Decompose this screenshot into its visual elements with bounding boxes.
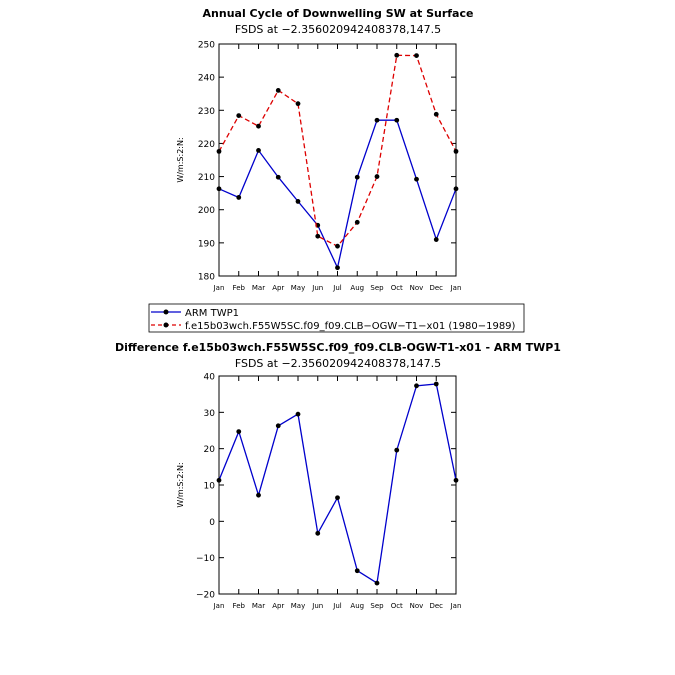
top-chart-series-0-point	[335, 265, 340, 271]
bottom-chart-xtick-label: Mar	[252, 602, 265, 610]
top-chart-series-1-point	[354, 219, 360, 225]
top-chart-xtick-label: May	[291, 284, 305, 292]
legend-label-arm: ARM TWP1	[185, 308, 239, 319]
top-chart-ytick-label: 240	[198, 74, 215, 84]
top-chart-series-0-point	[433, 237, 439, 242]
top-chart-ytick-label: 210	[198, 173, 215, 183]
top-chart-ytick-label: 190	[198, 239, 215, 249]
legend: ARM TWP1 f.e15b03wch.F55W5SC.f09_f09.CLB…	[148, 303, 525, 333]
top-chart-ytick-label: 250	[198, 41, 215, 51]
bottom-chart-series-0-line	[218, 383, 457, 585]
top-chart-xtick-label: Mar	[252, 284, 265, 292]
top-chart-series-1-point	[256, 123, 261, 129]
top-chart-series-0-point	[275, 174, 281, 180]
top-chart-xtick-label: Nov	[410, 284, 424, 292]
top-chart-series-1-line	[218, 54, 457, 248]
top-chart-xtick-label: Jul	[332, 284, 342, 292]
top-chart-series-1-point	[453, 148, 459, 154]
bottom-chart-xtick-label: Sep	[370, 602, 384, 610]
bottom-chart-series-0-point	[295, 411, 301, 417]
bottom-chart-subtitle: FSDS at −2.356020942408378,147.5	[235, 357, 441, 370]
bottom-chart-series-0-point	[335, 495, 340, 501]
top-chart-series-1-point	[315, 233, 321, 239]
top-chart-series-0-point	[236, 195, 242, 200]
top-chart-xtick-label: Aug	[350, 284, 364, 292]
top-chart-series-1-point	[433, 111, 439, 117]
top-chart-xtick-label: Oct	[391, 284, 403, 292]
top-chart-series-1-point	[275, 88, 281, 93]
bottom-chart-ytick-label: 40	[204, 373, 216, 383]
top-chart-series-0-point	[394, 117, 400, 123]
bottom-chart-series-0-point	[315, 530, 321, 536]
bottom-chart-ytick-label: 30	[204, 409, 216, 419]
bottom-chart-xtick-label: Oct	[391, 602, 403, 610]
top-chart-series-0-point	[374, 117, 380, 123]
bottom-chart-series-0-point	[275, 423, 281, 429]
top-chart-series-1-point	[236, 113, 242, 118]
bottom-chart-series-0-point	[414, 383, 419, 389]
top-chart-xtick-label: Jan	[213, 284, 225, 292]
bottom-chart-series-0-point	[354, 568, 360, 574]
top-chart-ytick-label: 180	[198, 273, 215, 283]
top-chart-series-1-point	[295, 101, 301, 107]
bottom-chart-ytick-label: 0	[209, 518, 215, 528]
top-chart-series-1-point	[335, 243, 340, 249]
bottom-chart-series-0-point	[433, 381, 439, 387]
top-chart-series-1-point	[414, 53, 419, 58]
bottom-chart-series-0-point	[256, 492, 261, 498]
bottom-chart-ytick-label: 20	[204, 445, 216, 455]
top-chart-series-1-point	[374, 174, 380, 179]
bottom-chart-series-0-point	[216, 477, 222, 483]
bottom-chart-xtick-label: Jul	[332, 602, 342, 610]
bottom-chart-xtick-label: Feb	[233, 602, 246, 610]
top-chart-series-0-point	[295, 199, 301, 204]
top-chart-title: Annual Cycle of Downwelling SW at Surfac…	[203, 7, 474, 20]
bottom-chart-xtick-label: Jun	[311, 602, 323, 610]
bottom-chart-xtick-label: Dec	[429, 602, 443, 610]
bottom-chart-series-0-point	[374, 580, 380, 586]
bottom-chart-plot-area: −20 −10 0 10 20 30 40 Jan Feb Mar Apr May Jun Jul Aug S…	[196, 373, 461, 611]
top-chart-ytick-label: 230	[198, 107, 215, 117]
bottom-chart-ytick-label: 10	[204, 482, 216, 492]
bottom-chart-frame	[218, 375, 457, 595]
top-chart-series-0-point	[414, 176, 419, 182]
top-chart-xtick-label: Feb	[233, 284, 246, 292]
bottom-chart-ytick-label: −10	[196, 554, 215, 564]
bottom-chart-ylabel: W/m:S:2:N:	[176, 462, 185, 507]
bottom-chart-xtick-label: Aug	[350, 602, 364, 610]
bottom-chart-series-0-point	[453, 477, 459, 483]
top-chart-xtick-label: Apr	[272, 284, 284, 292]
bottom-chart-title: Difference f.e15b03wch.F55W5SC.f09_f09.C…	[115, 341, 561, 354]
top-chart-xtick-label: Jun	[311, 284, 323, 292]
legend-marker-model	[163, 322, 169, 328]
top-chart-series-0-point	[354, 174, 360, 180]
top-chart-ytick-label: 220	[198, 140, 215, 150]
top-chart-xtick-label: Dec	[429, 284, 443, 292]
top-chart-xtick-label: Jan	[450, 284, 462, 292]
top-chart-plot-area: 180 190 200 210 220 230 240 250 Jan Feb Mar Apr May J…	[198, 41, 462, 293]
bottom-chart-series-0-point	[236, 429, 242, 434]
legend-label-model: f.e15b03wch.F55W5SC.f09_f09.CLB−OGW−T1−x…	[185, 321, 516, 332]
bottom-chart-series-0-point	[394, 447, 400, 453]
legend-box	[148, 303, 525, 333]
legend-marker-arm	[163, 309, 169, 315]
bottom-chart-xtick-label: Jan	[450, 602, 462, 610]
bottom-chart-xtick-label: Apr	[272, 602, 284, 610]
bottom-chart-xtick-label: May	[291, 602, 305, 610]
top-chart-series-1-point	[394, 52, 400, 58]
top-chart-series-0-point	[256, 147, 261, 153]
top-chart-series-0-point	[216, 186, 222, 192]
top-chart-series-0-point	[453, 186, 459, 192]
bottom-chart-xtick-label: Nov	[410, 602, 424, 610]
top-chart-ylabel: W/m:S:2:N:	[176, 137, 185, 182]
top-chart-subtitle: FSDS at −2.356020942408378,147.5	[235, 23, 441, 36]
top-chart-xtick-label: Sep	[370, 284, 384, 292]
top-chart-ytick-label: 200	[198, 206, 215, 216]
top-chart-series-1-point	[216, 148, 222, 154]
bottom-chart-ytick-label: −20	[196, 591, 215, 601]
bottom-chart-xtick-label: Jan	[213, 602, 225, 610]
